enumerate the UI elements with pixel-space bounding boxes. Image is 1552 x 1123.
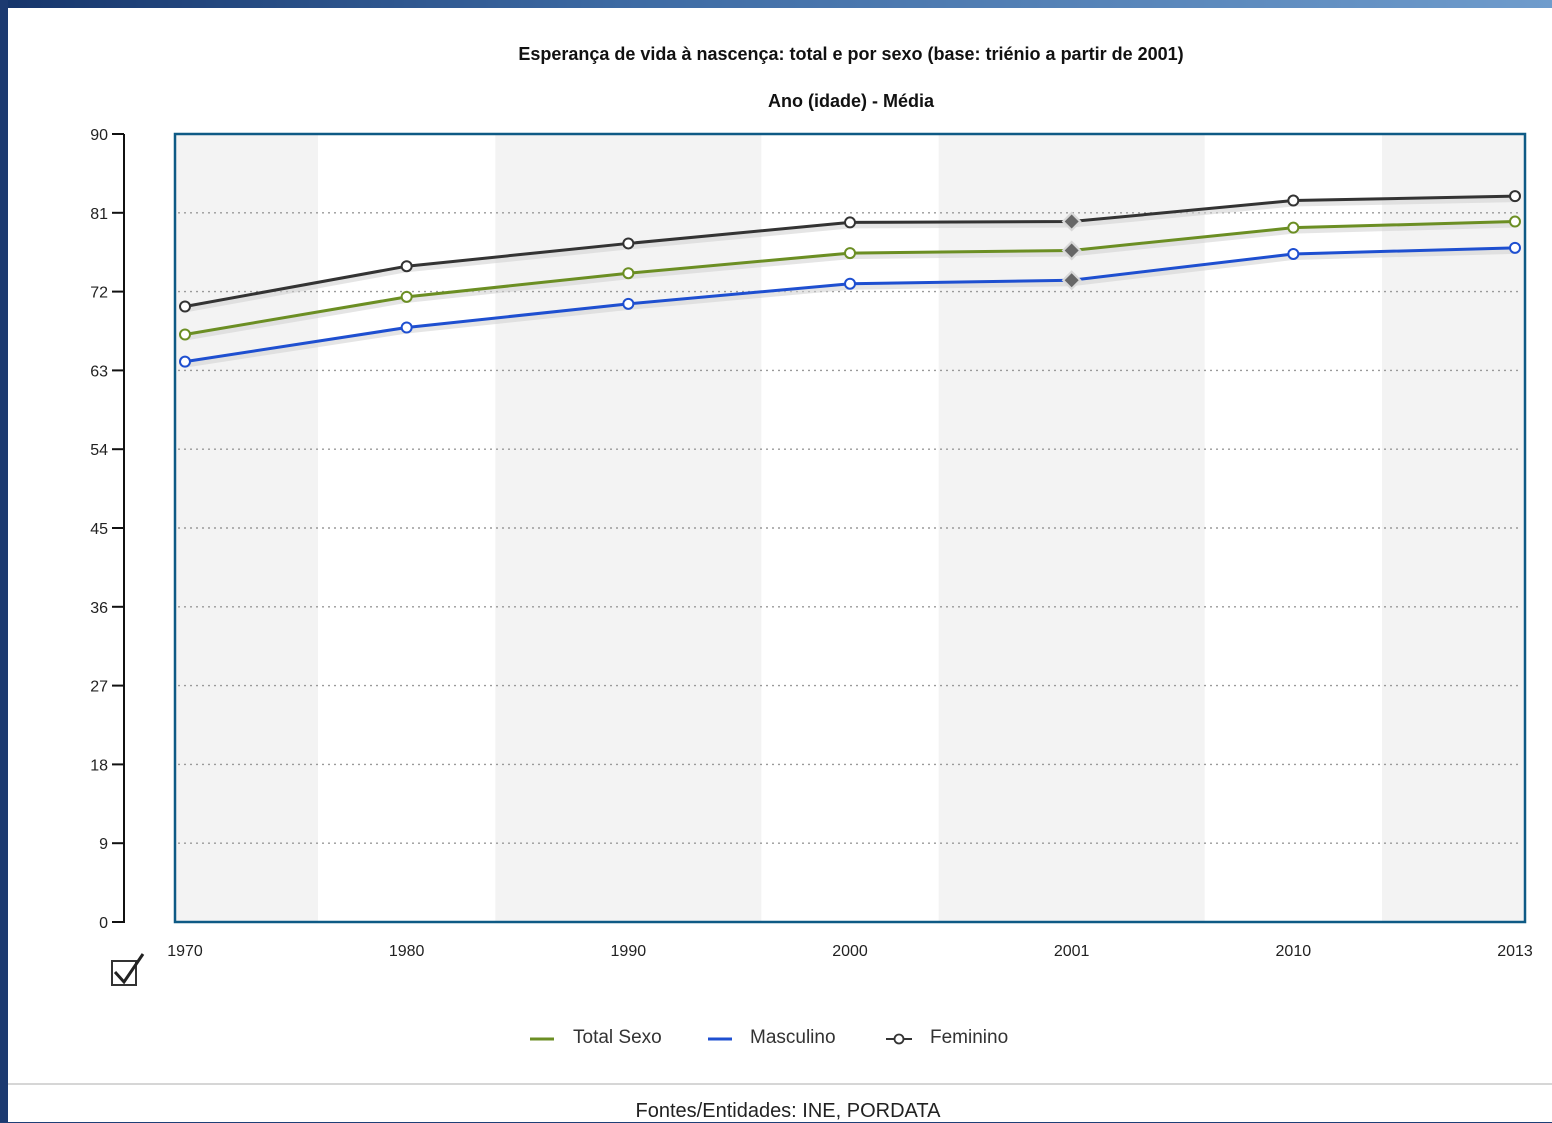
data-point[interactable] xyxy=(1288,223,1298,233)
x-tick-label: 1970 xyxy=(167,943,203,960)
legend-label-feminino: Feminino xyxy=(930,1027,1008,1048)
data-point[interactable] xyxy=(402,261,412,271)
footer-divider xyxy=(8,1083,1552,1085)
y-tick-label: 27 xyxy=(90,679,108,696)
data-point[interactable] xyxy=(623,299,633,309)
y-tick-label: 63 xyxy=(90,363,108,380)
x-tick-label: 1990 xyxy=(611,943,647,960)
series-points xyxy=(180,191,1520,366)
data-point[interactable] xyxy=(402,322,412,332)
data-point[interactable] xyxy=(180,301,190,311)
y-tick-label: 72 xyxy=(90,285,108,302)
y-tick-label: 9 xyxy=(99,836,108,853)
data-point[interactable] xyxy=(402,292,412,302)
series-shadow-1 xyxy=(185,251,1515,365)
data-point[interactable] xyxy=(845,248,855,258)
y-tick-label: 36 xyxy=(90,600,108,617)
x-tick-label: 2001 xyxy=(1054,943,1090,960)
data-point[interactable] xyxy=(1288,249,1298,259)
data-point[interactable] xyxy=(180,357,190,367)
y-tick-label: 45 xyxy=(90,521,108,538)
checkbox-checked-icon[interactable] xyxy=(112,954,143,985)
x-tick-label: 2010 xyxy=(1276,943,1312,960)
chart: 0 9 18 27 36 45 54 63 72 81 90 1970 1980 1990 2000 200… xyxy=(0,0,1552,1100)
y-tick-label: 81 xyxy=(90,206,108,223)
data-point[interactable] xyxy=(623,268,633,278)
data-point[interactable] xyxy=(623,238,633,248)
source-label: Fontes/Entidades: INE, PORDATA xyxy=(8,1100,1552,1123)
x-axis-ticks: 1970 1980 1990 2000 2001 2010 2013 xyxy=(167,943,1533,960)
legend-label-masculino: Masculino xyxy=(750,1027,836,1048)
legend-item-total[interactable]: Total Sexo xyxy=(530,1027,662,1048)
chart-title: Esperança de vida à nascença: total e po… xyxy=(518,44,1183,64)
data-point[interactable] xyxy=(845,279,855,289)
y-tick-label: 90 xyxy=(90,127,108,144)
legend: Total Sexo Masculino Feminino xyxy=(530,1027,1008,1048)
y-tick-label: 18 xyxy=(90,757,108,774)
data-point[interactable] xyxy=(180,330,190,340)
data-point[interactable] xyxy=(1510,217,1520,227)
y-tick-label: 0 xyxy=(99,915,108,932)
data-point[interactable] xyxy=(1510,191,1520,201)
legend-label-total: Total Sexo xyxy=(573,1027,662,1048)
legend-item-masculino[interactable]: Masculino xyxy=(708,1027,836,1048)
data-point[interactable] xyxy=(1510,243,1520,253)
y-tick-label: 54 xyxy=(90,442,108,459)
legend-marker-feminino xyxy=(895,1035,904,1044)
data-point[interactable] xyxy=(1288,196,1298,206)
x-tick-label: 2000 xyxy=(832,943,868,960)
x-tick-label: 1980 xyxy=(389,943,425,960)
y-axis-ticks: 0 9 18 27 36 45 54 63 72 81 90 xyxy=(90,127,124,932)
legend-item-feminino[interactable]: Feminino xyxy=(886,1027,1008,1048)
data-point[interactable] xyxy=(845,217,855,227)
x-tick-label: 2013 xyxy=(1497,943,1533,960)
chart-subtitle: Ano (idade) - Média xyxy=(768,91,935,111)
